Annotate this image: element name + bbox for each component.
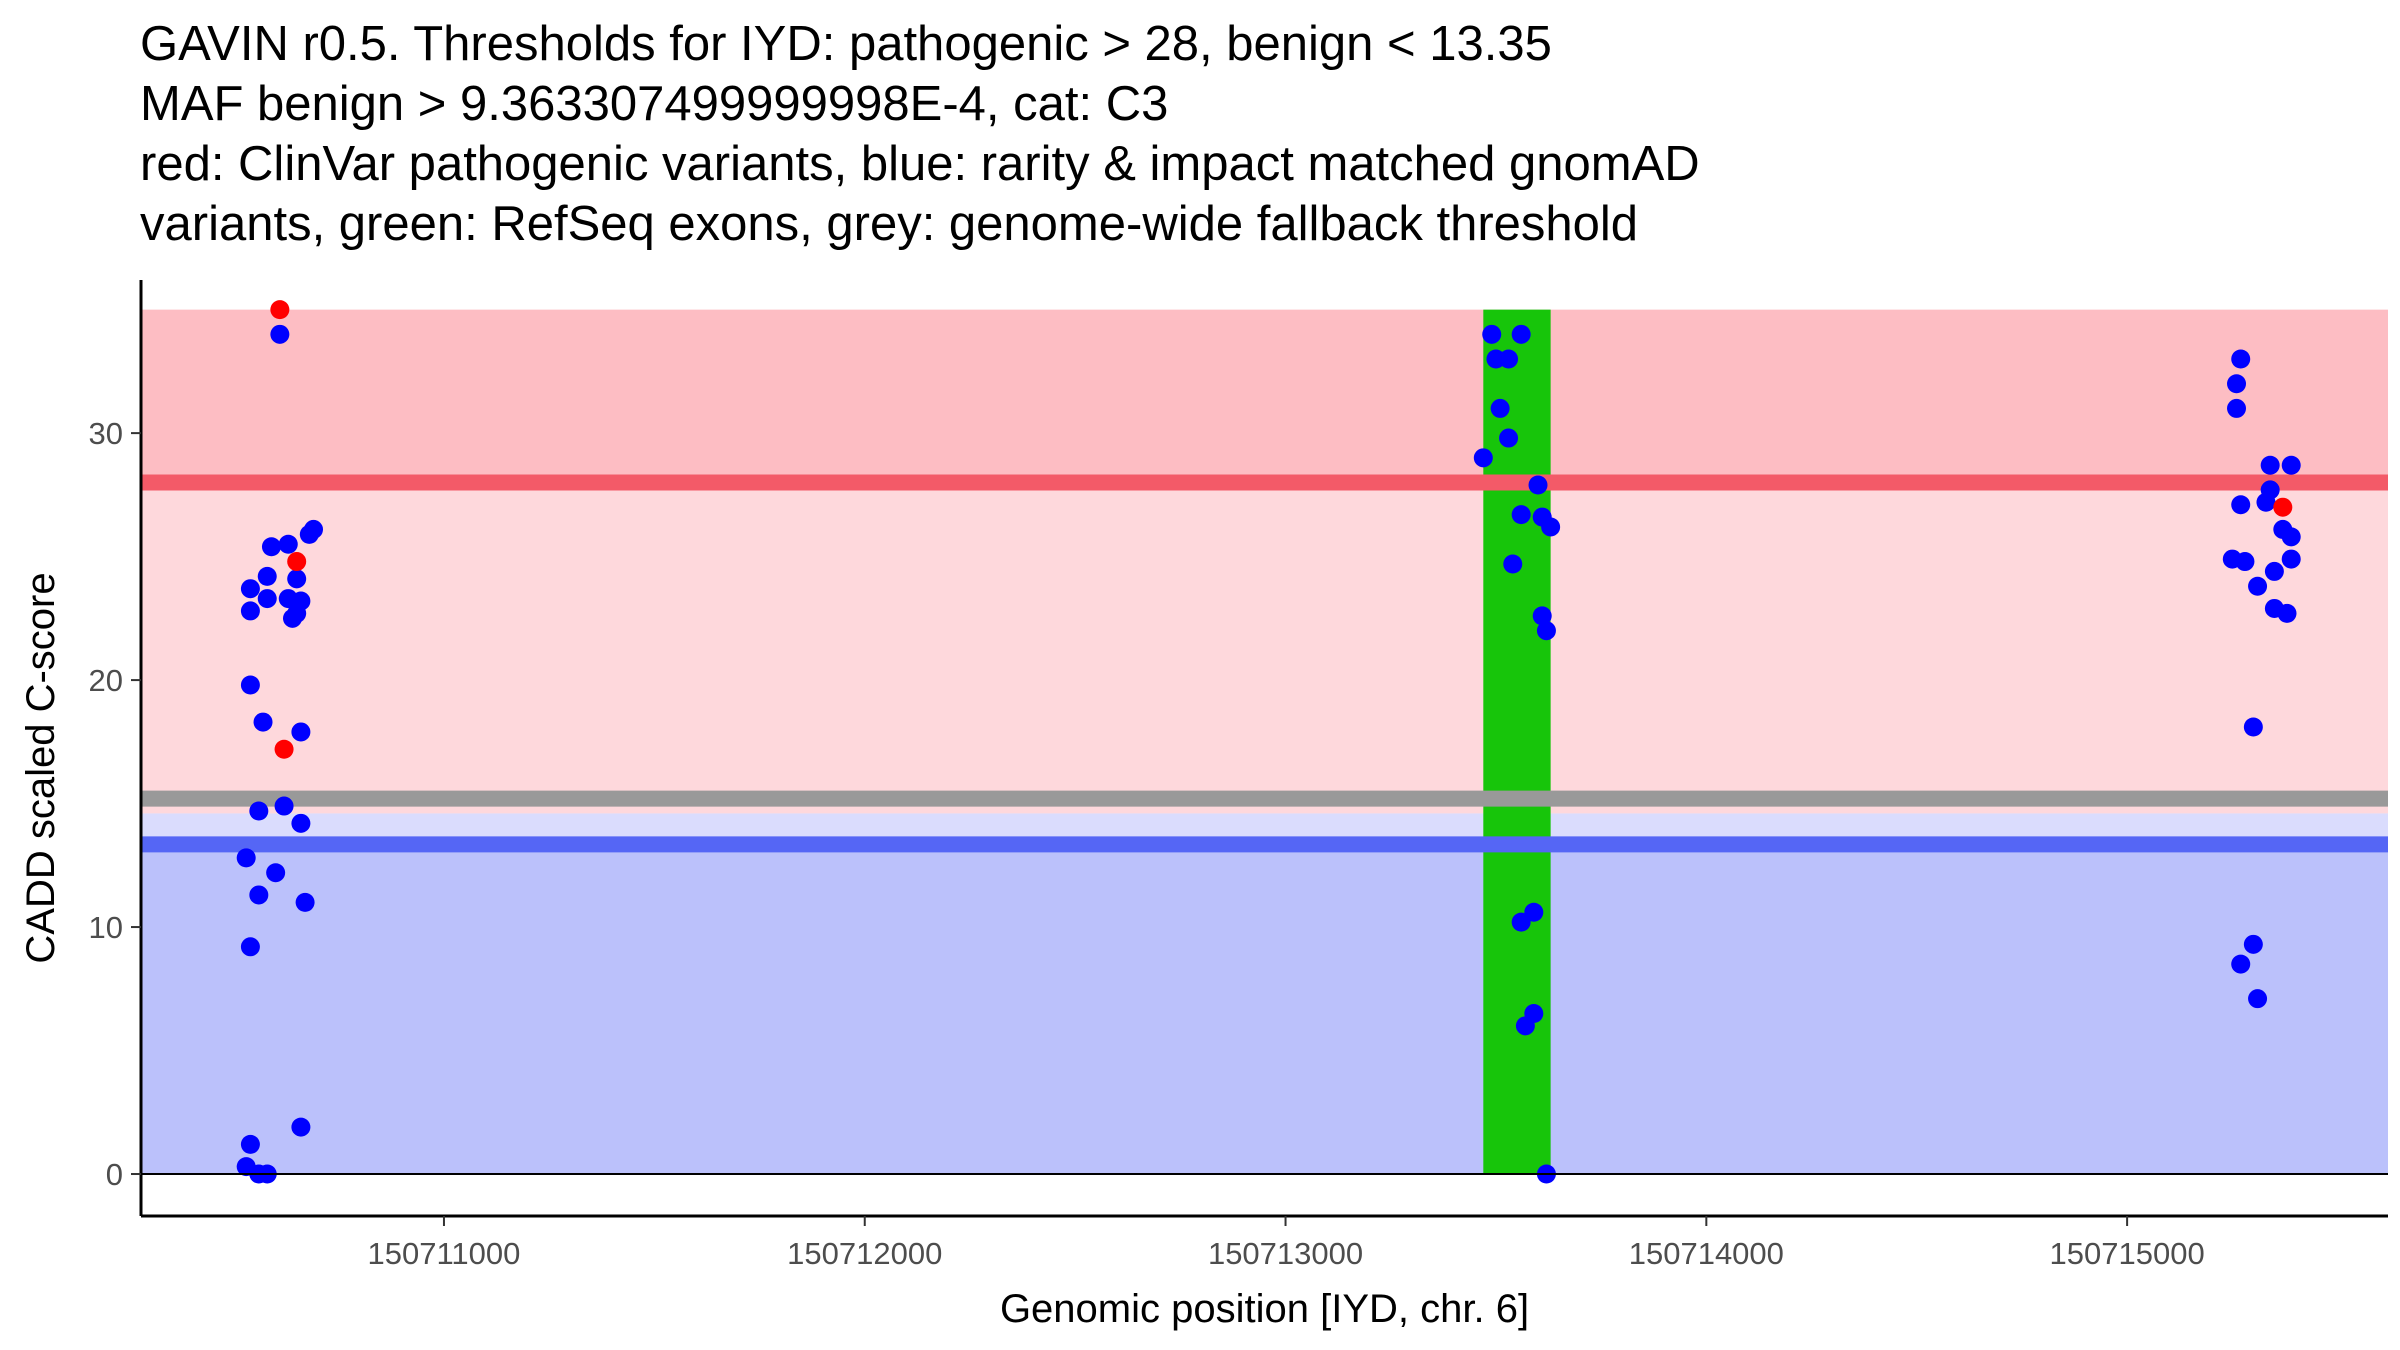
gnomad-point bbox=[249, 801, 269, 821]
gnomad-point bbox=[291, 1117, 311, 1137]
gnomad-point bbox=[2281, 455, 2301, 475]
gnomad-point bbox=[1473, 448, 1493, 468]
x-tick-label: 150715000 bbox=[2050, 1236, 2205, 1271]
region-pathogenic-low bbox=[141, 482, 2388, 814]
gnomad-point bbox=[1528, 475, 1548, 495]
y-axis-title: CADD scaled C-score bbox=[19, 572, 63, 963]
gnomad-point bbox=[249, 885, 269, 905]
gnomad-point bbox=[2256, 492, 2276, 512]
gnomad-point bbox=[278, 534, 298, 554]
y-tick-label: 0 bbox=[106, 1157, 123, 1192]
y-tick-label: 10 bbox=[89, 910, 123, 945]
gnomad-point bbox=[240, 675, 260, 695]
region-benign bbox=[141, 844, 2388, 1175]
gnomad-point bbox=[2277, 603, 2297, 623]
gnomad-point bbox=[253, 712, 273, 732]
gnomad-point bbox=[1532, 606, 1552, 626]
gnomad-point bbox=[1541, 517, 1561, 537]
gnomad-point bbox=[270, 324, 290, 344]
gnomad-point bbox=[2235, 552, 2255, 572]
threshold-lines bbox=[141, 474, 2388, 853]
gnomad-point bbox=[291, 591, 311, 611]
gnomad-point bbox=[240, 579, 260, 599]
data-points bbox=[236, 300, 2301, 1184]
y-tick-label: 30 bbox=[89, 416, 123, 451]
gnomad-point bbox=[266, 863, 286, 883]
gnomad-point bbox=[291, 722, 311, 742]
gnomad-point bbox=[2281, 549, 2301, 569]
gnomad-point bbox=[2248, 576, 2268, 596]
x-tick-label: 150714000 bbox=[1629, 1236, 1784, 1271]
clinvar-point bbox=[274, 739, 294, 759]
x-tick-label: 150712000 bbox=[787, 1236, 942, 1271]
axes bbox=[131, 280, 2388, 1226]
clinvar-point bbox=[287, 552, 307, 572]
threshold-regions bbox=[141, 309, 2388, 1175]
gnomad-point bbox=[287, 569, 307, 589]
chart-title: GAVIN r0.5. Thresholds for IYD: pathogen… bbox=[140, 14, 2340, 254]
gnomad-point bbox=[1511, 324, 1531, 344]
title-line-1: GAVIN r0.5. Thresholds for IYD: pathogen… bbox=[140, 17, 1552, 71]
y-tick-label: 20 bbox=[89, 663, 123, 698]
title-line-3: red: ClinVar pathogenic variants, blue: … bbox=[140, 137, 1700, 191]
title-line-4: variants, green: RefSeq exons, grey: gen… bbox=[140, 197, 1639, 251]
gnomad-point bbox=[1536, 621, 1556, 641]
gnomad-point bbox=[2243, 934, 2263, 954]
tick-labels: 150711000 150712000 150713000 150714000 1507… bbox=[89, 416, 2205, 1271]
gnomad-point bbox=[2248, 989, 2268, 1009]
gnomad-point bbox=[295, 892, 315, 912]
region-pathogenic-high bbox=[141, 309, 2388, 483]
gnomad-point bbox=[236, 848, 256, 868]
x-tick-label: 150713000 bbox=[1208, 1236, 1363, 1271]
gnomad-point bbox=[257, 566, 277, 586]
gnomad-point bbox=[240, 937, 260, 957]
gnomad-point bbox=[240, 1134, 260, 1154]
gnomad-point bbox=[2227, 374, 2247, 394]
gnomad-point bbox=[240, 601, 260, 621]
title-line-2: MAF benign > 9.363307499999998E-4, cat: … bbox=[140, 77, 1169, 131]
gnomad-point bbox=[1511, 505, 1531, 525]
gnomad-point bbox=[2231, 349, 2251, 369]
gnomad-point bbox=[1482, 324, 1502, 344]
gnomad-point bbox=[1499, 428, 1519, 448]
gnomad-point bbox=[2281, 527, 2301, 547]
gnomad-point bbox=[257, 589, 277, 609]
gnomad-point bbox=[1515, 1016, 1535, 1036]
clinvar-point bbox=[2273, 497, 2293, 517]
gnomad-point bbox=[291, 813, 311, 833]
gnomad-point bbox=[304, 519, 324, 539]
x-tick-label: 150711000 bbox=[368, 1236, 521, 1271]
gnomad-point bbox=[1511, 912, 1531, 932]
gnomad-point bbox=[2227, 398, 2247, 418]
x-axis-title: Genomic position [IYD, chr. 6] bbox=[1000, 1287, 1529, 1331]
gnomad-point bbox=[1490, 398, 1510, 418]
gnomad-point bbox=[2231, 495, 2251, 515]
clinvar-point bbox=[270, 300, 290, 320]
gnomad-point bbox=[2231, 954, 2251, 974]
gnomad-point bbox=[274, 796, 294, 816]
gnomad-point bbox=[1503, 554, 1523, 574]
gnomad-point bbox=[2243, 717, 2263, 737]
gnomad-point bbox=[2264, 561, 2284, 581]
gnomad-point bbox=[1499, 349, 1519, 369]
gnomad-point bbox=[2260, 455, 2280, 475]
gnomad-point bbox=[261, 537, 281, 557]
